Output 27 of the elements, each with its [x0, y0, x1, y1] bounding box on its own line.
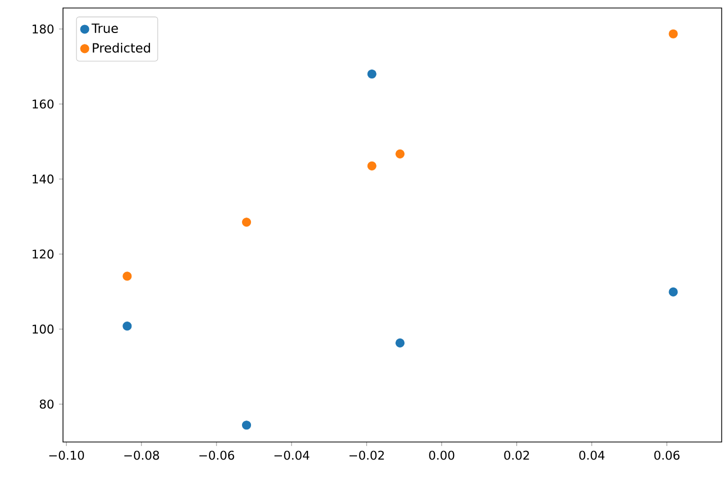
x-tick-label: −0.08	[124, 450, 160, 460]
point	[242, 420, 252, 430]
point	[367, 161, 376, 170]
point	[122, 322, 132, 331]
legend-label: True	[92, 24, 118, 34]
point	[668, 287, 678, 296]
point	[122, 272, 132, 281]
x-tick-label: −0.04	[274, 450, 310, 460]
y-tick-label: 120	[32, 250, 54, 259]
x-tick-label: 0.00	[429, 450, 454, 460]
x-tick-label: 0.02	[504, 450, 529, 460]
y-tick-label: 100	[32, 324, 54, 334]
x-tick-label: −0.06	[199, 450, 234, 460]
legend-label: Predicted	[92, 42, 150, 53]
y-tick-label: 160	[32, 99, 54, 109]
x-tick-label: 0.04	[579, 450, 604, 460]
y-tick-label: 140	[32, 174, 54, 184]
x-tick-label: −0.10	[49, 450, 84, 460]
point	[242, 218, 252, 227]
point	[668, 29, 678, 38]
x-tick-label: −0.02	[350, 450, 384, 460]
point	[396, 338, 405, 348]
x-tick-label: 0.06	[654, 450, 680, 460]
y-tick-label: 180	[32, 24, 54, 34]
point	[396, 149, 405, 158]
y-tick-label: 80	[40, 400, 54, 409]
point	[367, 69, 376, 79]
